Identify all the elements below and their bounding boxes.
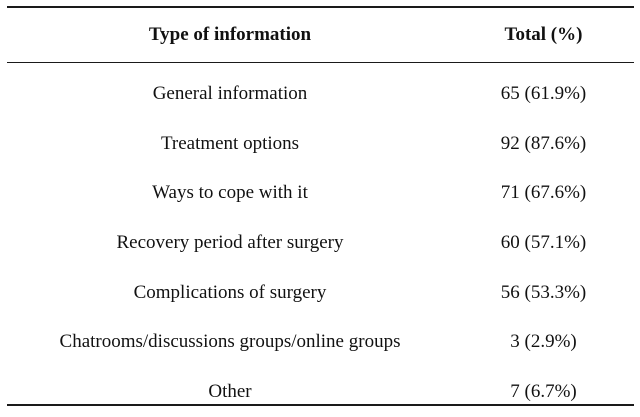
table-body: General information 65 (61.9%) Treatment… — [7, 63, 634, 417]
header-row: Type of information Total (%) — [7, 8, 634, 63]
header-type-of-information: Type of information — [7, 8, 453, 63]
cell-type: Other — [208, 380, 252, 402]
cell-type: Ways to cope with it — [152, 182, 308, 204]
table-row: Treatment options 92 (87.6%) — [7, 119, 634, 169]
table-row: Recovery period after surgery 60 (57.1%) — [7, 218, 634, 268]
table-row: General information 65 (61.9%) — [7, 63, 634, 119]
cell-type: General information — [152, 82, 308, 104]
table-row: Other 7 (6.7%) — [7, 367, 634, 417]
table-header: Type of information Total (%) — [7, 8, 634, 63]
cell-total: 56 (53.3%) — [500, 281, 587, 303]
header-total-percent: Total (%) — [453, 8, 634, 63]
cell-type: Chatrooms/discussions groups/online grou… — [59, 331, 401, 353]
cell-type: Complications of surgery — [133, 281, 327, 303]
table-row: Complications of surgery 56 (53.3%) — [7, 268, 634, 318]
cell-total: 92 (87.6%) — [500, 132, 587, 154]
cell-total: 71 (67.6%) — [500, 182, 587, 204]
table-row: Ways to cope with it 71 (67.6%) — [7, 168, 634, 218]
cell-total: 60 (57.1%) — [500, 231, 587, 253]
information-table: Type of information Total (%) General in… — [7, 8, 634, 417]
cell-total: 65 (61.9%) — [500, 82, 587, 104]
cell-type: Recovery period after surgery — [116, 231, 344, 253]
table-row: Chatrooms/discussions groups/online grou… — [7, 317, 634, 367]
cell-total: 3 (2.9%) — [510, 331, 577, 353]
cell-type: Treatment options — [160, 132, 300, 154]
information-table-container: Type of information Total (%) General in… — [7, 6, 634, 406]
cell-total: 7 (6.7%) — [510, 380, 577, 402]
